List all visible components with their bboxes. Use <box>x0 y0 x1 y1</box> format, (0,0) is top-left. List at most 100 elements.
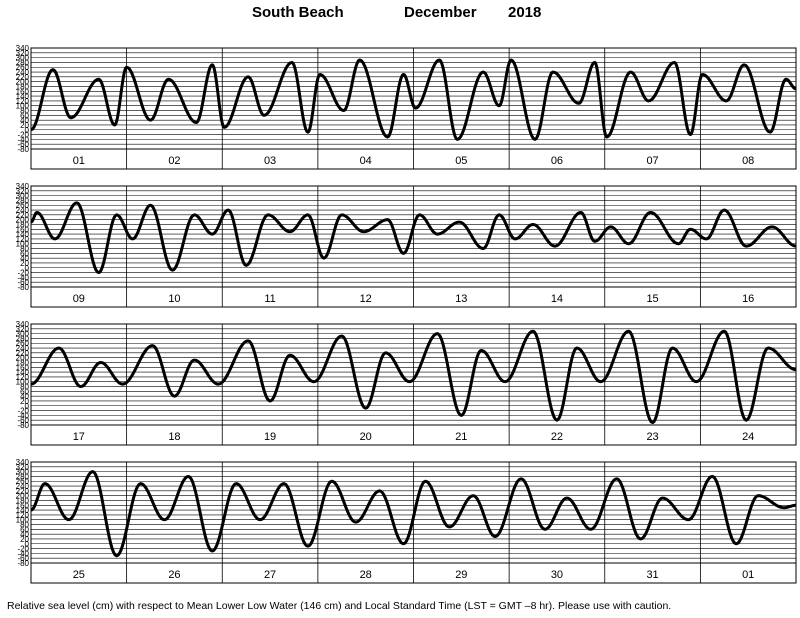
y-tick-label: 340 <box>16 458 30 467</box>
title-row: South Beach December 2018 <box>0 4 800 26</box>
day-label: 06 <box>551 155 563 167</box>
y-tick-label: 40 <box>20 392 29 401</box>
day-label: 15 <box>646 293 658 305</box>
day-label: 05 <box>455 155 467 167</box>
y-tick-label: 120 <box>16 235 30 244</box>
y-tick-label: 280 <box>16 58 30 67</box>
y-tick-label: 80 <box>20 107 29 116</box>
day-label: 19 <box>264 431 276 443</box>
day-label: 17 <box>73 431 85 443</box>
y-tick-label: 160 <box>16 87 30 96</box>
y-tick-label: 0 <box>25 126 30 135</box>
y-tick-label: 160 <box>16 501 30 510</box>
y-tick-label: 340 <box>16 182 30 191</box>
y-tick-label: 60 <box>20 249 29 258</box>
day-label: 30 <box>551 569 563 581</box>
y-tick-label: 120 <box>16 373 30 382</box>
y-tick-label: 200 <box>16 354 30 363</box>
y-tick-label: 280 <box>16 196 30 205</box>
y-tick-label: 220 <box>16 349 30 358</box>
y-tick-label: 0 <box>25 402 30 411</box>
y-tick-label: 240 <box>16 344 30 353</box>
day-label: 10 <box>168 293 180 305</box>
footer-note: Relative sea level (cm) with respect to … <box>7 600 672 612</box>
y-tick-label: 260 <box>16 477 30 486</box>
y-tick-label: 240 <box>16 482 30 491</box>
day-label: 11 <box>264 293 275 305</box>
day-label: 24 <box>742 431 754 443</box>
day-label: 12 <box>360 293 372 305</box>
title-month: December <box>404 4 477 21</box>
y-tick-label: 300 <box>16 54 30 63</box>
title-year: 2018 <box>508 4 542 21</box>
day-label: 02 <box>168 155 180 167</box>
day-label: 01 <box>73 155 85 167</box>
y-tick-label: 60 <box>20 525 29 534</box>
day-label: 16 <box>742 293 754 305</box>
y-tick-label: 200 <box>16 216 30 225</box>
y-tick-label: -60 <box>17 554 29 563</box>
panel-frame <box>30 185 797 308</box>
tide-panel-4: 3403203002802602402202001801601401201008… <box>16 458 797 584</box>
y-tick-label: 40 <box>20 530 29 539</box>
y-tick-label: -80 <box>17 421 29 430</box>
day-label: 08 <box>742 155 754 167</box>
y-tick-label: 140 <box>16 92 30 101</box>
y-tick-label: 160 <box>16 225 30 234</box>
day-label: 26 <box>168 569 180 581</box>
y-tick-label: 280 <box>16 472 30 481</box>
y-tick-label: 200 <box>16 78 30 87</box>
y-tick-label: 160 <box>16 363 30 372</box>
tide-panel-2: 3403203002802602402202001801601401201008… <box>16 182 797 308</box>
y-tick-label: 120 <box>16 511 30 520</box>
y-tick-label: 320 <box>16 187 30 196</box>
y-tick-label: 240 <box>16 206 30 215</box>
y-tick-label: 260 <box>16 63 30 72</box>
y-tick-label: -20 <box>17 269 29 278</box>
day-label: 31 <box>646 569 658 581</box>
y-tick-label: 60 <box>20 111 29 120</box>
day-label: 28 <box>360 569 372 581</box>
day-label: 27 <box>264 569 276 581</box>
title-location: South Beach <box>252 4 344 21</box>
day-label: 09 <box>73 293 85 305</box>
y-tick-label: -60 <box>17 416 29 425</box>
y-tick-label: -20 <box>17 407 29 416</box>
day-label: 07 <box>646 155 658 167</box>
y-tick-label: -60 <box>17 278 29 287</box>
y-tick-label: 180 <box>16 358 30 367</box>
tide-curve <box>30 470 797 558</box>
y-tick-label: 340 <box>16 320 30 329</box>
y-tick-label: 20 <box>20 397 29 406</box>
y-tick-label: 260 <box>16 339 30 348</box>
y-tick-label: -40 <box>17 135 29 144</box>
tide-panel-1: 3403203002802602402202001801601401201008… <box>16 44 797 170</box>
y-tick-label: 100 <box>16 516 30 525</box>
tide-curve <box>29 201 797 275</box>
y-tick-label: 20 <box>20 259 29 268</box>
day-label: 03 <box>264 155 276 167</box>
y-tick-label: 300 <box>16 192 30 201</box>
y-tick-label: 200 <box>16 492 30 501</box>
y-tick-label: -80 <box>17 283 29 292</box>
y-tick-label: 260 <box>16 201 30 210</box>
y-tick-label: -20 <box>17 545 29 554</box>
y-tick-label: 140 <box>16 506 30 515</box>
y-tick-label: 180 <box>16 82 30 91</box>
day-label: 18 <box>168 431 180 443</box>
y-tick-label: 80 <box>20 521 29 530</box>
panel-frame <box>30 461 797 584</box>
day-label: 29 <box>455 569 467 581</box>
y-tick-label: -60 <box>17 140 29 149</box>
y-tick-label: 100 <box>16 378 30 387</box>
y-tick-label: 20 <box>20 535 29 544</box>
day-label: 13 <box>455 293 467 305</box>
y-tick-label: 340 <box>16 44 30 53</box>
day-label: 14 <box>551 293 563 305</box>
y-tick-label: 0 <box>25 264 30 273</box>
y-tick-label: 140 <box>16 368 30 377</box>
tide-curve <box>30 58 797 141</box>
y-tick-label: 80 <box>20 383 29 392</box>
y-tick-label: -40 <box>17 549 29 558</box>
